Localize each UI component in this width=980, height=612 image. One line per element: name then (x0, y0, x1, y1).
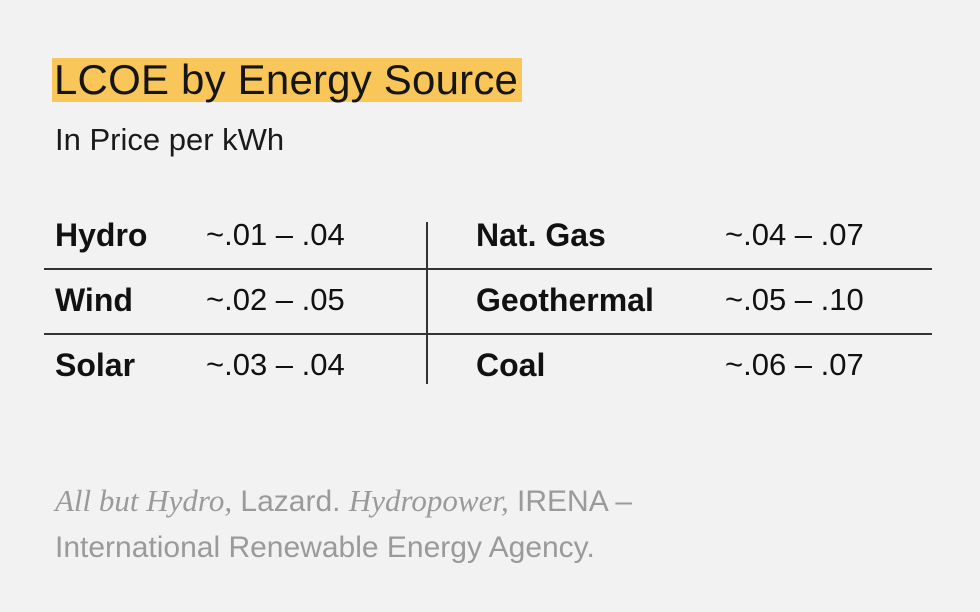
source-note-line-2: International Renewable Energy Agency. (55, 531, 595, 564)
row-divider-2 (44, 333, 932, 335)
value-hydro: ~.01 – .04 (206, 217, 345, 252)
value-coal: ~.06 – .07 (725, 347, 864, 382)
source-coal: Coal (476, 347, 546, 383)
source-hydro: Hydro (55, 217, 148, 253)
note-text-2: IRENA – (508, 485, 633, 518)
value-geothermal: ~.05 – .10 (725, 282, 864, 317)
source-solar: Solar (55, 347, 136, 383)
value-solar: ~.03 – .04 (206, 347, 345, 382)
title-wrapper: LCOE by Energy Source (52, 58, 523, 102)
note-italic-1: All but Hydro, (55, 483, 233, 518)
source-wind: Wind (55, 282, 133, 318)
source-note: All but Hydro, Lazard. Hydropower, IRENA… (55, 478, 632, 571)
value-wind: ~.02 – .05 (206, 282, 345, 317)
column-divider (426, 222, 428, 384)
value-nat-gas: ~.04 – .07 (725, 217, 864, 252)
row-divider-1 (44, 268, 932, 270)
page-subtitle: In Price per kWh (55, 122, 285, 157)
source-nat-gas: Nat. Gas (476, 217, 606, 253)
note-text-1: Lazard. (232, 485, 349, 518)
source-geothermal: Geothermal (476, 282, 654, 318)
page-title: LCOE by Energy Source (52, 58, 523, 102)
note-italic-2: Hydropower, (348, 483, 509, 518)
source-note-line-1: All but Hydro, Lazard. Hydropower, IRENA… (55, 478, 632, 525)
